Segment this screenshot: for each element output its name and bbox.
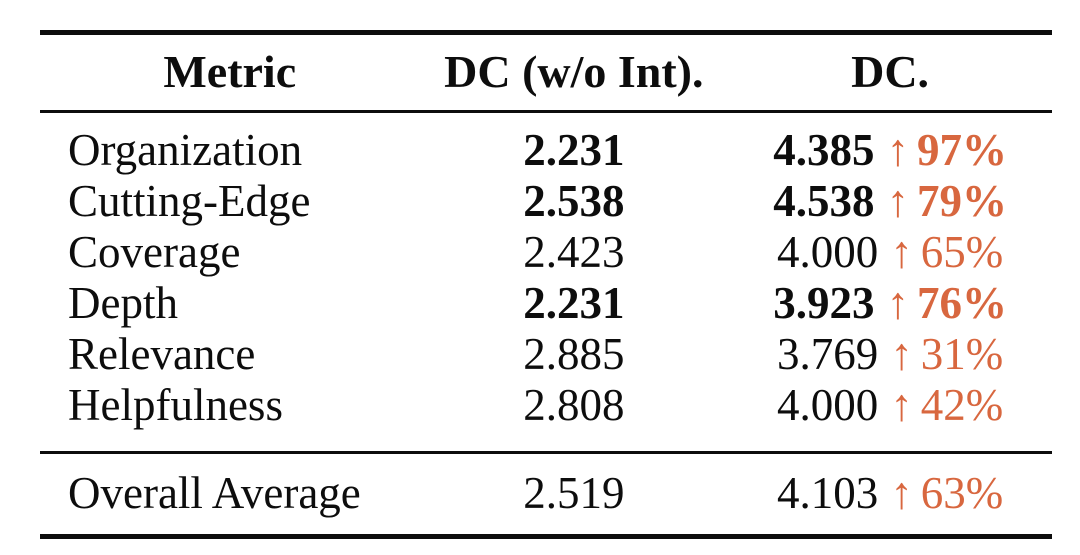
delta-percent: 76% xyxy=(916,278,1007,328)
dc-value-cell: 4.000 ↑ 65% xyxy=(728,227,1052,278)
overall-average-row: Overall Average 2.519 4.103 ↑ 63% xyxy=(40,451,1052,537)
up-arrow-icon: ↑ xyxy=(886,278,909,328)
column-header-dc: DC. xyxy=(728,32,1052,113)
table-row: Helpfulness 2.808 4.000 ↑ 42% xyxy=(40,380,1052,453)
dc-value-cell: 4.000 ↑ 42% xyxy=(728,380,1052,453)
metric-label: Coverage xyxy=(68,227,241,277)
metric-label: Organization xyxy=(68,125,303,175)
dc-value-cell: 4.103 ↑ 63% xyxy=(728,451,1052,537)
table-footer: Overall Average 2.519 4.103 ↑ 63% xyxy=(40,451,1052,537)
column-header-metric: Metric xyxy=(40,32,420,113)
dc-value-cell: 4.538 ↑ 79% xyxy=(728,176,1052,227)
dc-value: 3.769 xyxy=(776,329,879,379)
dc-value: 4.385 xyxy=(773,125,875,175)
dc-value-cell: 3.769 ↑ 31% xyxy=(728,329,1052,380)
delta-percent: 31% xyxy=(920,329,1004,379)
metric-label: Cutting-Edge xyxy=(68,176,311,226)
up-arrow-icon: ↑ xyxy=(890,380,913,430)
up-arrow-icon: ↑ xyxy=(890,227,913,277)
dc-value-cell: 4.385 ↑ 97% xyxy=(728,112,1052,177)
delta-percent: 79% xyxy=(916,176,1007,226)
metric-label: Overall Average xyxy=(40,451,420,537)
table-header: Metric DC (w/o Int). DC. xyxy=(40,32,1052,113)
delta-percent: 63% xyxy=(920,468,1004,518)
dc-value: 4.538 xyxy=(773,176,875,226)
up-arrow-icon: ↑ xyxy=(890,468,913,518)
dc-wo-int-value: 2.519 xyxy=(419,451,729,537)
metric-label: Depth xyxy=(68,278,178,328)
metric-label: Helpfulness xyxy=(68,380,283,430)
results-table-container: Metric DC (w/o Int). DC. Organization 2.… xyxy=(40,30,1052,539)
dc-wo-int-value: 2.231 xyxy=(523,278,625,328)
dc-wo-int-value: 2.231 xyxy=(523,125,625,175)
table-row: Coverage 2.423 4.000 ↑ 65% xyxy=(40,227,1052,278)
dc-wo-int-value: 2.423 xyxy=(523,227,625,277)
table-row: Relevance 2.885 3.769 ↑ 31% xyxy=(40,329,1052,380)
dc-wo-int-value: 2.538 xyxy=(523,176,625,226)
up-arrow-icon: ↑ xyxy=(890,329,913,379)
metrics-comparison-table: Metric DC (w/o Int). DC. Organization 2.… xyxy=(40,30,1052,539)
dc-wo-int-value: 2.808 xyxy=(523,380,625,430)
column-header-dc-wo-int: DC (w/o Int). xyxy=(419,32,729,113)
delta-percent: 42% xyxy=(920,380,1004,430)
table-row: Depth 2.231 3.923 ↑ 76% xyxy=(40,278,1052,329)
up-arrow-icon: ↑ xyxy=(886,176,909,226)
delta-percent: 65% xyxy=(920,227,1004,277)
dc-value: 3.923 xyxy=(773,278,875,328)
dc-value-cell: 3.923 ↑ 76% xyxy=(728,278,1052,329)
table-row: Cutting-Edge 2.538 4.538 ↑ 79% xyxy=(40,176,1052,227)
dc-value: 4.000 xyxy=(776,227,879,277)
dc-value: 4.103 xyxy=(776,468,879,518)
table-row: Organization 2.231 4.385 ↑ 97% xyxy=(40,112,1052,177)
dc-wo-int-value: 2.885 xyxy=(523,329,625,379)
dc-value: 4.000 xyxy=(776,380,879,430)
table-body: Organization 2.231 4.385 ↑ 97% Cutting-Edg… xyxy=(40,112,1052,453)
header-row: Metric DC (w/o Int). DC. xyxy=(40,32,1052,113)
metric-label: Relevance xyxy=(68,329,256,379)
up-arrow-icon: ↑ xyxy=(886,125,909,175)
delta-percent: 97% xyxy=(916,125,1007,175)
